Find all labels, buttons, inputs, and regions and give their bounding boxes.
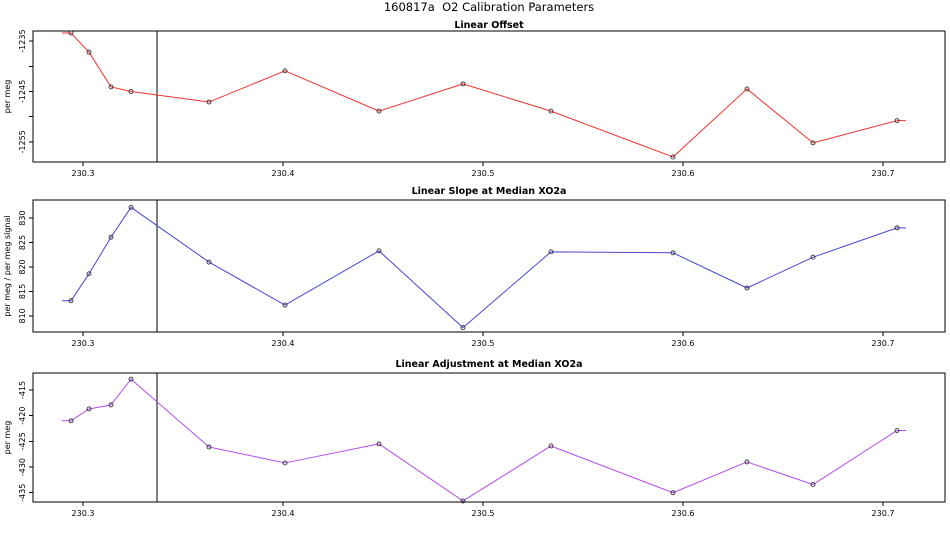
data-point xyxy=(282,68,288,74)
x-tick-label: 230.7 xyxy=(872,169,895,178)
data-point xyxy=(894,118,900,124)
data-point xyxy=(68,298,74,304)
data-point xyxy=(810,482,816,487)
x-tick-label: 230.7 xyxy=(872,509,895,518)
data-point xyxy=(744,86,750,92)
x-tick-label: 230.4 xyxy=(272,509,295,518)
series-line xyxy=(62,378,906,502)
y-axis-label: per meg xyxy=(3,80,12,114)
data-point xyxy=(128,89,134,94)
panel-title-linear-adjustment: Linear Adjustment at Median XO2a xyxy=(395,359,583,370)
x-tick-label: 230.4 xyxy=(272,339,295,348)
series-line xyxy=(62,206,906,329)
y-axis-label: per meg xyxy=(3,421,12,455)
data-point xyxy=(86,406,92,412)
y-tick-label: -420 xyxy=(18,407,27,425)
x-tick-label: 230.5 xyxy=(472,339,495,348)
data-point xyxy=(376,441,382,447)
panel-1: 230.3 230.4 230.5 230.6 230.7 810 815 820 825 830… xyxy=(3,199,946,348)
y-tick-label: -425 xyxy=(18,432,27,450)
x-tick-label: 230.7 xyxy=(872,339,895,348)
data-point xyxy=(108,402,114,408)
y-tick-label: -415 xyxy=(18,381,27,399)
plot-box xyxy=(32,30,946,163)
data-point xyxy=(810,254,816,260)
figure-title: 160817a O2 Calibration Parameters xyxy=(383,0,595,14)
y-tick-label: -1255 xyxy=(18,130,27,153)
data-point xyxy=(68,418,74,424)
data-point xyxy=(108,84,114,90)
data-point xyxy=(894,225,900,231)
data-point xyxy=(128,204,134,210)
data-point xyxy=(86,49,92,55)
data-point xyxy=(128,376,134,382)
x-tick-label: 230.6 xyxy=(672,339,695,348)
data-point xyxy=(206,259,212,265)
data-point xyxy=(282,302,288,308)
y-tick-label: 830 xyxy=(18,210,27,225)
data-point xyxy=(670,154,676,160)
panel-2: 230.3 230.4 230.5 230.6 230.7 -435 -430 -425 -42… xyxy=(3,372,946,518)
y-axis-label: per meg / per meg signal xyxy=(3,215,12,316)
data-point xyxy=(108,234,114,240)
data-point xyxy=(460,81,466,87)
y-tick-label: 815 xyxy=(18,284,27,299)
x-tick-label: 230.6 xyxy=(672,509,695,518)
data-point xyxy=(206,99,212,105)
data-point xyxy=(744,459,750,465)
data-point xyxy=(282,460,288,466)
plot-box xyxy=(32,372,946,503)
y-tick-label: -1245 xyxy=(18,80,27,103)
x-tick-label: 230.5 xyxy=(472,509,495,518)
panel-title-linear-slope: Linear Slope at Median XO2a xyxy=(411,186,567,197)
y-tick-label: 810 xyxy=(18,308,27,323)
panel-title-linear-offset: Linear Offset xyxy=(454,20,524,31)
x-tick-label: 230.3 xyxy=(72,169,95,178)
x-tick-label: 230.3 xyxy=(72,509,95,518)
data-point xyxy=(206,444,212,450)
y-tick-label: -1235 xyxy=(18,29,27,52)
data-point xyxy=(894,428,900,434)
data-point xyxy=(548,443,554,449)
x-tick-label: 230.5 xyxy=(472,169,495,178)
data-point xyxy=(68,30,74,36)
data-point xyxy=(460,498,466,504)
data-point xyxy=(460,325,466,331)
series-line xyxy=(62,32,906,158)
panel-0: 230.3 230.4 230.5 230.6 230.7 -1255 -1245 -1235… xyxy=(3,29,946,178)
y-tick-label: -435 xyxy=(18,484,27,502)
y-tick-label: 825 xyxy=(18,235,27,250)
x-tick-label: 230.6 xyxy=(672,169,695,178)
data-point xyxy=(670,250,676,256)
data-point xyxy=(744,285,750,291)
y-tick-label: -430 xyxy=(18,458,27,476)
data-point xyxy=(548,249,554,255)
data-point xyxy=(376,248,382,254)
x-tick-label: 230.4 xyxy=(272,169,295,178)
data-point xyxy=(376,108,382,114)
data-point xyxy=(86,271,92,277)
plot-box xyxy=(32,199,946,333)
data-point xyxy=(548,108,554,114)
data-point xyxy=(670,490,676,496)
y-tick-label: 820 xyxy=(18,259,27,274)
data-point xyxy=(810,140,816,146)
x-tick-label: 230.3 xyxy=(72,339,95,348)
